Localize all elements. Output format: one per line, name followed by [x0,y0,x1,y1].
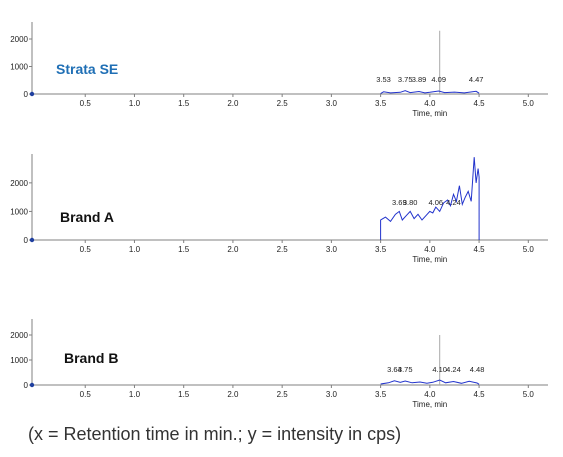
panel-2-x-tick-label: 3.5 [375,390,387,399]
panel-2-peak-label: 4.24 [446,365,461,374]
panel-0-x-tick-label: 3.0 [326,99,338,108]
panel-0-x-tick-label: 4.5 [474,99,486,108]
panel-2-x-tick-label: 0.5 [80,390,92,399]
panel-2-x-tick-label: 1.0 [129,390,141,399]
panel-2-x-tick-label: 4.5 [474,390,486,399]
panel-1-peak-label: 4.06 [428,198,443,207]
panel-0-x-tick-label: 1.5 [178,99,190,108]
panel-1-x-tick-label: 0.5 [80,245,92,254]
panel-1-x-tick-label: 1.5 [178,245,190,254]
panel-2-x-axis-label: Time, min [412,400,447,409]
panel-0-origin-marker [29,91,35,97]
panel-2-x-tick-label: 2.0 [227,390,239,399]
panel-1-origin-marker [29,237,35,243]
panel-2-y-tick-label: 2000 [10,331,28,340]
panel-2-y-tick-label: 0 [24,381,29,390]
panel-1-x-tick-label: 2.0 [227,245,239,254]
panel-0-peak-label: 3.75 [398,75,413,84]
panel-2-y-tick-label: 1000 [10,356,28,365]
panel-1-y-tick-label: 1000 [10,207,28,216]
panel-0-x-tick-label: 3.5 [375,99,387,108]
panel-1-y-tick-label: 2000 [10,179,28,188]
panel-0-x-axis-label: Time, min [412,109,447,118]
panel-2-x-tick-label: 1.5 [178,390,190,399]
panel-0-x-tick-label: 4.0 [424,99,436,108]
panel-0-x-tick-label: 2.0 [227,99,239,108]
panel-0-peak-label: 4.09 [431,75,446,84]
panel-2-peak-label: 4.10 [432,365,447,374]
panel-0-peak-label: 3.53 [376,75,391,84]
figure-caption: (x = Retention time in min.; y = intensi… [28,424,402,444]
panel-0-peak-label: 4.47 [469,75,484,84]
panel-1-x-tick-label: 5.0 [523,245,535,254]
panel-1-x-tick-label: 3.0 [326,245,338,254]
panel-1-x-tick-label: 2.5 [277,245,289,254]
panel-2-x-tick-label: 4.0 [424,390,436,399]
panel-1-trace-line [380,157,480,240]
panel-1-x-tick-label: 4.0 [424,245,436,254]
panel-1-x-tick-label: 4.5 [474,245,486,254]
panel-2-peak-label: 3.75 [398,365,413,374]
panel-1-x-tick-label: 3.5 [375,245,387,254]
panel-2-sample-label: Brand B [64,350,118,366]
panel-0-x-tick-label: 5.0 [523,99,535,108]
panel-0-y-tick-label: 2000 [10,35,28,44]
panel-1-peak-label: 3.80 [403,198,418,207]
panel-2-x-tick-label: 3.0 [326,390,338,399]
panel-0-x-tick-label: 2.5 [277,99,289,108]
panel-0-peak-label: 3.89 [412,75,427,84]
panel-0-x-tick-label: 1.0 [129,99,141,108]
panel-2-trace-line [380,379,480,385]
panel-0-y-tick-label: 1000 [10,63,28,72]
panel-2-peak-label: 3.64 [387,365,402,374]
panel-0-trace-line [380,90,480,94]
panel-0-x-tick-label: 0.5 [80,99,92,108]
panel-0-sample-label: Strata SE [56,61,118,77]
panel-0-y-tick-label: 0 [24,90,29,99]
panel-2-peak-label: 4.48 [470,365,485,374]
panel-1-y-tick-label: 0 [24,236,29,245]
panel-1-x-axis-label: Time, min [412,255,447,264]
panel-2-origin-marker [29,382,35,388]
panel-1-peak-label: 4.24 [446,198,461,207]
panel-1-sample-label: Brand A [60,209,114,225]
panel-1-peak-label: 3.69 [392,198,407,207]
panel-2-x-tick-label: 2.5 [277,390,289,399]
panel-2-x-tick-label: 5.0 [523,390,535,399]
panel-1-x-tick-label: 1.0 [129,245,141,254]
